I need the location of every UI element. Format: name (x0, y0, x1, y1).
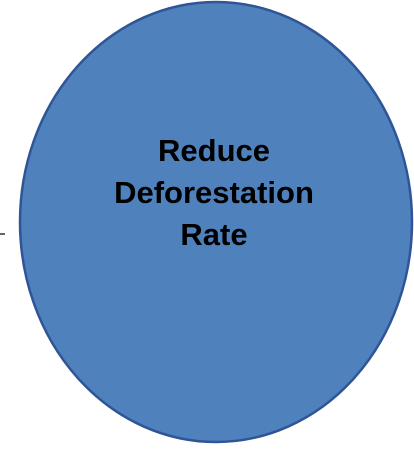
goal-node-label: Reduce Deforestation Rate (82, 130, 346, 256)
goal-node-label-line-3: Rate (180, 217, 248, 252)
goal-node-label-line-1: Reduce (158, 133, 270, 168)
goal-node-ellipse (18, 0, 414, 444)
goal-node-label-line-2: Deforestation (114, 175, 314, 210)
